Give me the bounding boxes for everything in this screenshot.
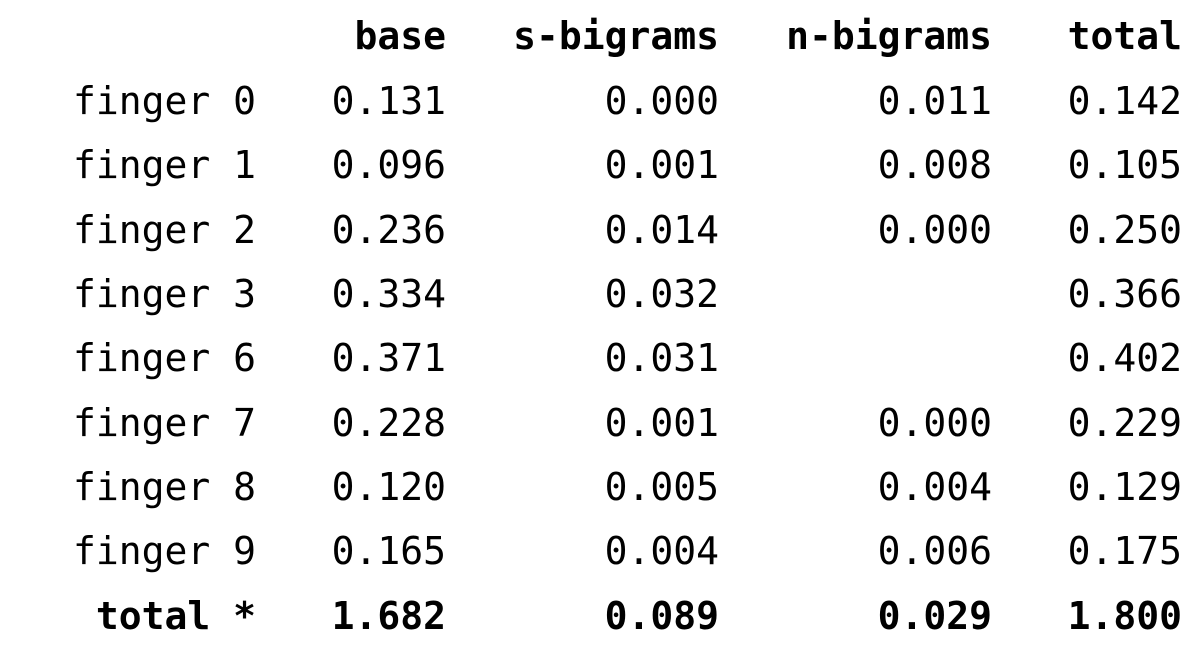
cell-base: 0.228 <box>331 401 446 445</box>
cell-n-bigrams <box>719 326 992 390</box>
row-label: finger 3 <box>72 272 256 316</box>
table-row: finger 9 0.165 0.004 0.006 0.175 <box>0 519 1204 583</box>
cell-n-bigrams: 0.011 <box>877 79 992 123</box>
cell-base: 0.371 <box>331 336 446 380</box>
total-s-bigrams: 0.089 <box>604 594 719 638</box>
row-label: finger 0 <box>72 79 256 123</box>
cell-n-bigrams: 0.006 <box>877 529 992 573</box>
table-row: finger 0 0.131 0.000 0.011 0.142 <box>0 69 1204 133</box>
table-row: finger 1 0.096 0.001 0.008 0.105 <box>0 133 1204 197</box>
table-row: finger 3 0.334 0.032 0.366 <box>0 262 1204 326</box>
cell-total: 0.175 <box>1067 529 1182 573</box>
cell-n-bigrams <box>719 262 992 326</box>
cell-s-bigrams: 0.031 <box>604 336 719 380</box>
table-row: finger 6 0.371 0.031 0.402 <box>0 326 1204 390</box>
cell-s-bigrams: 0.001 <box>604 401 719 445</box>
cell-total: 0.366 <box>1067 272 1182 316</box>
cell-s-bigrams: 0.014 <box>604 208 719 252</box>
header-row: base s-bigrams n-bigrams total <box>0 4 1204 68</box>
row-label: finger 1 <box>72 143 256 187</box>
total-total: 1.800 <box>1067 594 1182 638</box>
total-row-label: total * <box>95 594 256 638</box>
header-n-bigrams: n-bigrams <box>786 14 992 58</box>
cell-total: 0.105 <box>1067 143 1182 187</box>
total-base: 1.682 <box>331 594 446 638</box>
cell-total: 0.142 <box>1067 79 1182 123</box>
cell-base: 0.120 <box>331 465 446 509</box>
header-label <box>0 4 256 68</box>
cell-s-bigrams: 0.004 <box>604 529 719 573</box>
cell-total: 0.129 <box>1067 465 1182 509</box>
cell-total: 0.250 <box>1067 208 1182 252</box>
table-row: finger 8 0.120 0.005 0.004 0.129 <box>0 455 1204 519</box>
row-label: finger 8 <box>72 465 256 509</box>
row-label: finger 6 <box>72 336 256 380</box>
header-s-bigrams: s-bigrams <box>513 14 719 58</box>
row-label: finger 7 <box>72 401 256 445</box>
row-label: finger 9 <box>72 529 256 573</box>
cell-base: 0.096 <box>331 143 446 187</box>
total-row: total * 1.682 0.089 0.029 1.800 <box>0 584 1204 648</box>
header-base: base <box>354 14 446 58</box>
cell-n-bigrams: 0.008 <box>877 143 992 187</box>
row-label: finger 2 <box>72 208 256 252</box>
cell-n-bigrams: 0.004 <box>877 465 992 509</box>
cell-base: 0.165 <box>331 529 446 573</box>
cell-base: 0.334 <box>331 272 446 316</box>
cell-base: 0.131 <box>331 79 446 123</box>
table-row: finger 7 0.228 0.001 0.000 0.229 <box>0 391 1204 455</box>
cell-n-bigrams: 0.000 <box>877 208 992 252</box>
cell-s-bigrams: 0.032 <box>604 272 719 316</box>
cell-total: 0.229 <box>1067 401 1182 445</box>
table-row: finger 2 0.236 0.014 0.000 0.250 <box>0 198 1204 262</box>
total-n-bigrams: 0.029 <box>877 594 992 638</box>
cell-s-bigrams: 0.005 <box>604 465 719 509</box>
cell-s-bigrams: 0.001 <box>604 143 719 187</box>
header-total: total <box>1067 14 1182 58</box>
cell-total: 0.402 <box>1067 336 1182 380</box>
cell-n-bigrams: 0.000 <box>877 401 992 445</box>
cell-s-bigrams: 0.000 <box>604 79 719 123</box>
cell-base: 0.236 <box>331 208 446 252</box>
